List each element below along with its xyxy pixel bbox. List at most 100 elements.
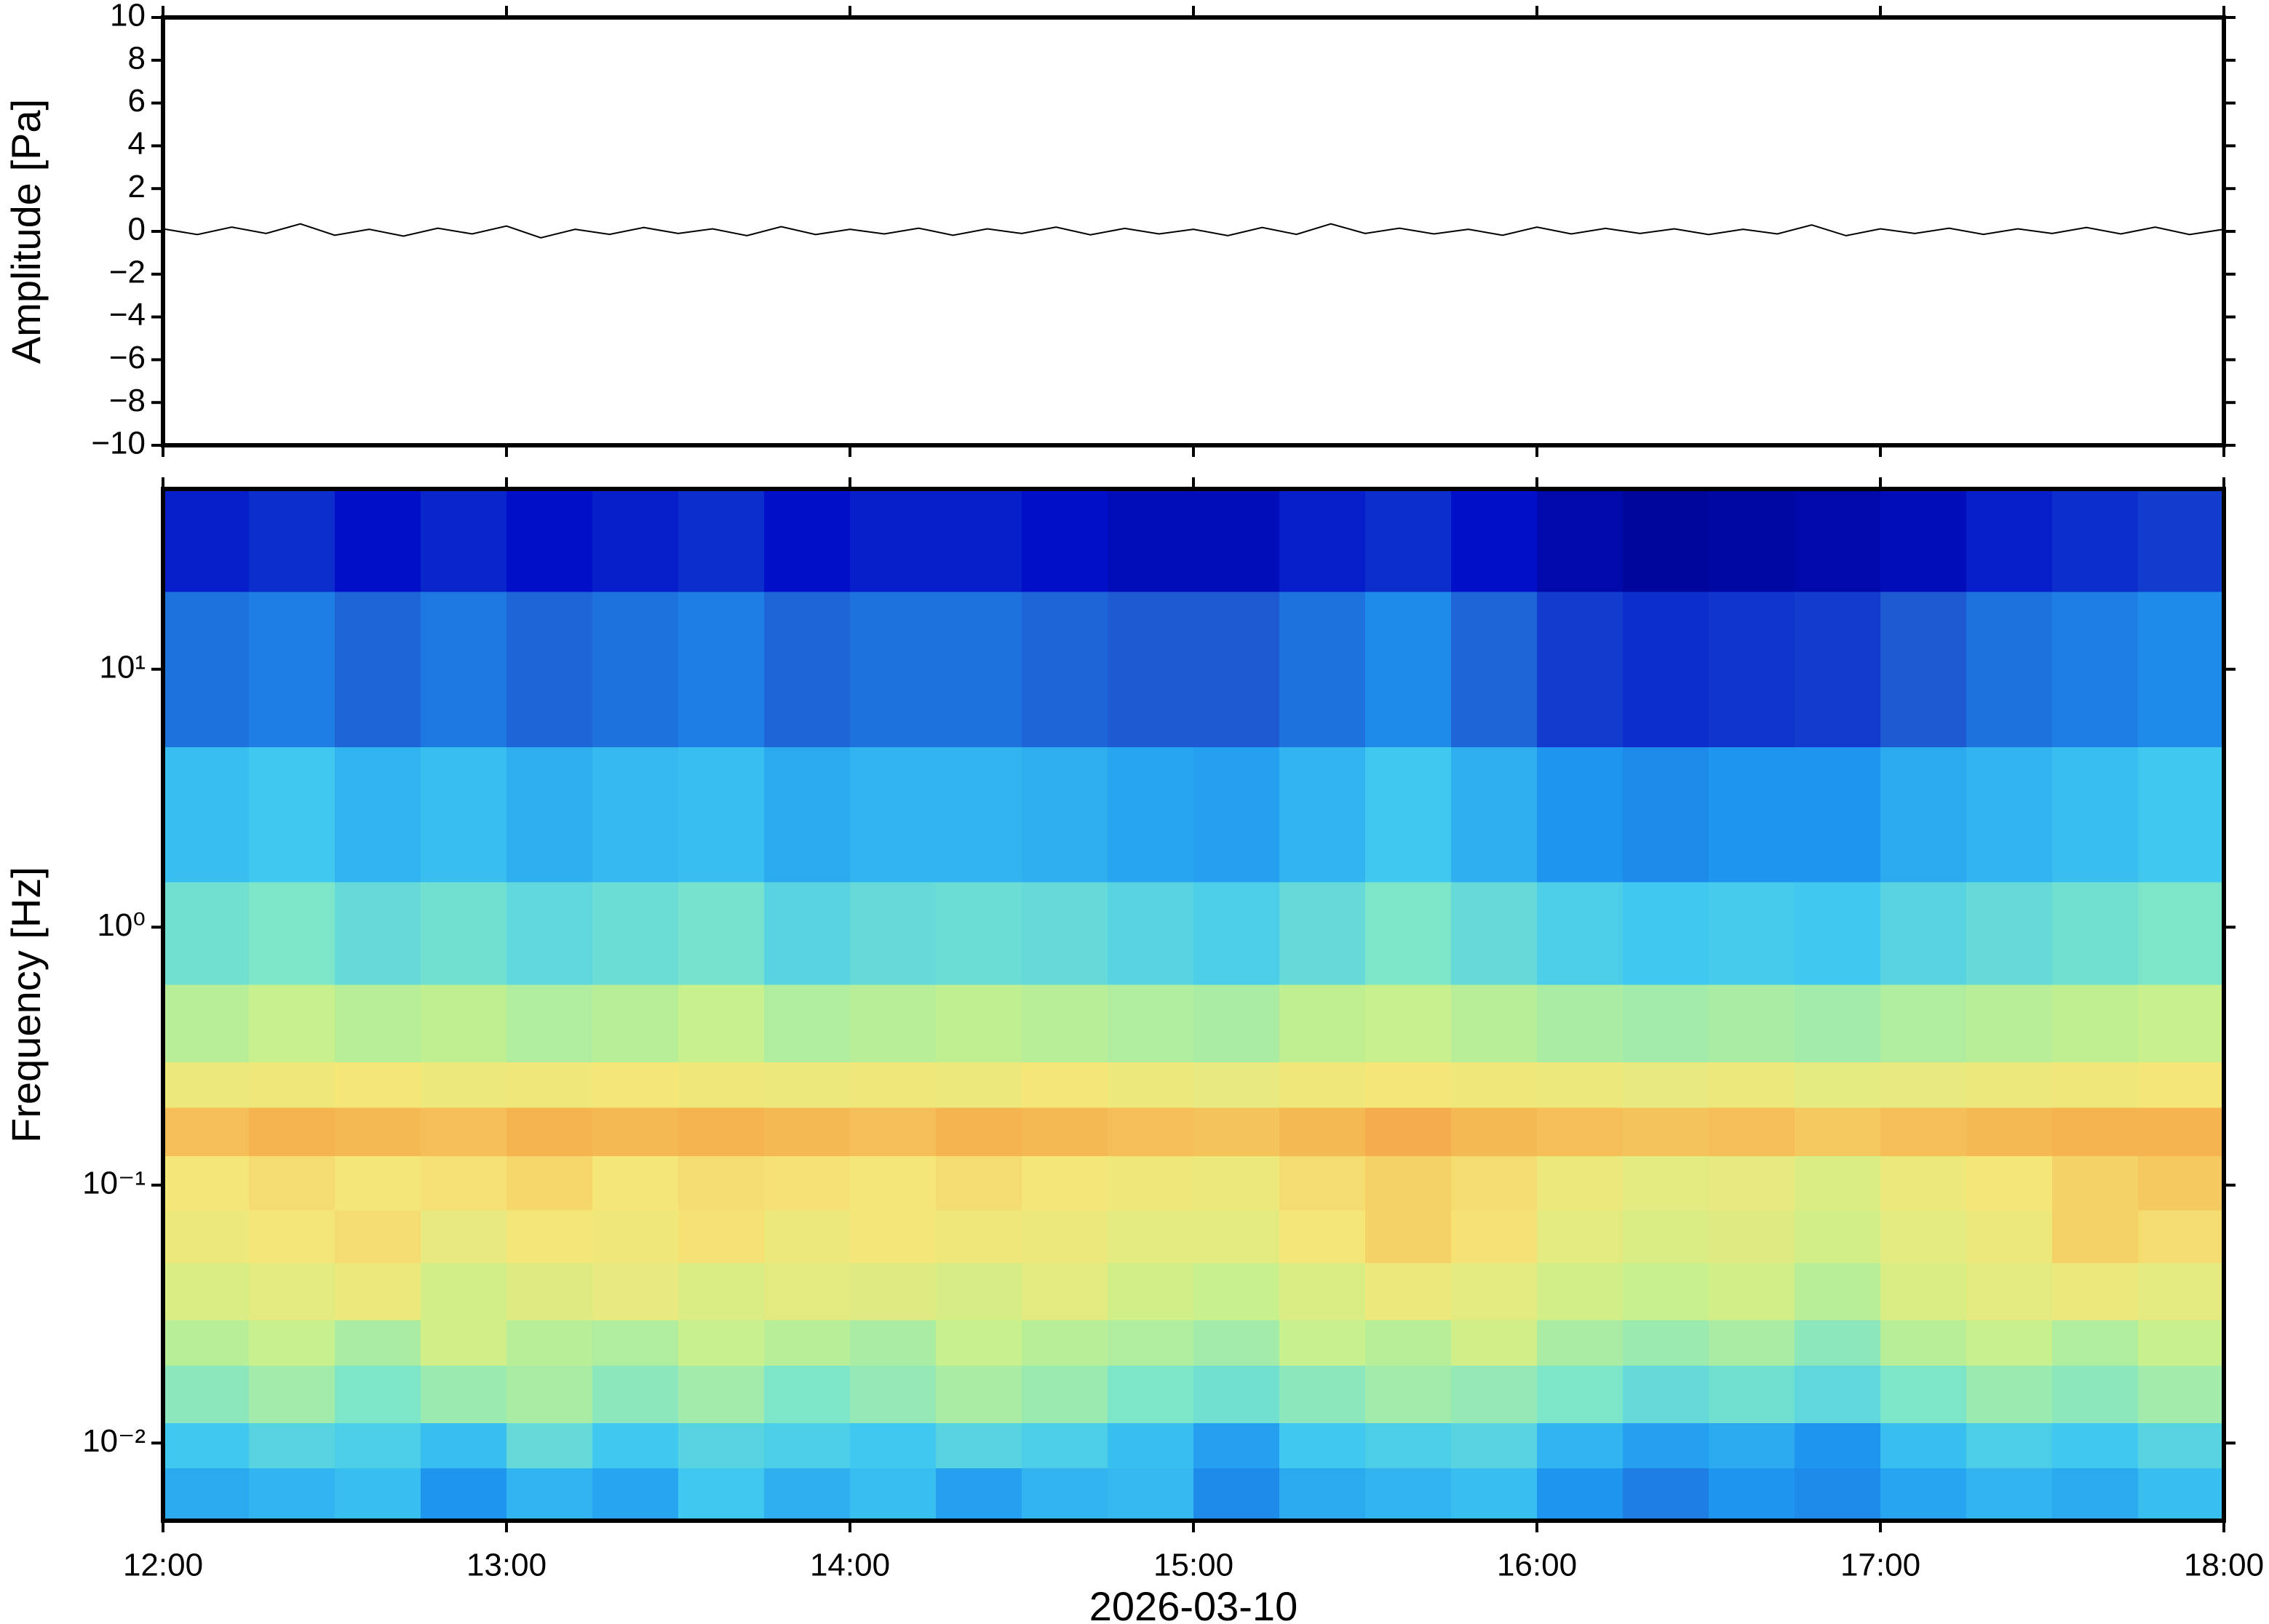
x-axis-title: 2026-03-10: [1089, 1583, 1298, 1624]
spectrogram-cell: [764, 1155, 851, 1211]
spectrogram-cell: [1022, 1262, 1108, 1321]
spectrogram-cell: [2052, 489, 2139, 592]
spectrogram-cell: [936, 489, 1022, 592]
spectrogram-cell: [2052, 1468, 2139, 1521]
spectrogram-cell: [850, 1422, 937, 1469]
spectrogram-cell: [335, 1320, 421, 1366]
spectrogram-cell: [592, 1365, 679, 1423]
spectrogram-cell: [1279, 1468, 1366, 1521]
spectrogram-cell: [1795, 1210, 1881, 1264]
spectrogram-cell: [850, 881, 937, 985]
x-tick-label: 16:00: [1497, 1548, 1577, 1583]
spectrogram-cell: [1966, 1365, 2053, 1423]
spectrogram-cell: [764, 1107, 851, 1156]
spectrogram-cell: [1365, 881, 1452, 985]
y-tick-label: 10⁻²: [82, 1423, 146, 1459]
spectrogram-cell: [1880, 1365, 1967, 1423]
y-tick-label: 4: [128, 126, 146, 162]
spectrogram-cell: [2052, 1155, 2139, 1211]
spectrogram-cell: [1108, 1107, 1194, 1156]
spectrogram-cell: [1365, 1210, 1452, 1264]
spectrogram-cell: [592, 1210, 679, 1264]
spectrogram-cell: [1623, 1107, 1709, 1156]
spectrogram-cell: [1279, 1107, 1366, 1156]
spectrogram-cell: [2138, 1365, 2225, 1423]
spectrogram-cell: [1709, 881, 1795, 985]
spectrogram-cell: [335, 592, 421, 748]
spectrogram-cell: [2052, 1062, 2139, 1108]
spectrogram-cell: [1451, 1422, 1538, 1469]
spectrogram-cell: [163, 592, 250, 748]
spectrogram-cell: [1537, 984, 1624, 1063]
waveform-line: [162, 223, 2225, 239]
spectrogram-cell: [678, 1062, 765, 1108]
spectrogram-cell: [1365, 1320, 1452, 1366]
spectrogram-cell: [1193, 1107, 1280, 1156]
spectrogram-cell: [1880, 592, 1967, 748]
spectrogram-cell: [1193, 1210, 1280, 1264]
spectrogram-cell: [936, 1262, 1022, 1321]
spectrogram-cell: [1108, 1062, 1194, 1108]
x-tick-label: 13:00: [466, 1548, 547, 1583]
spectrogram-cell: [1709, 489, 1795, 592]
spectrogram-cell: [163, 1107, 250, 1156]
spectrogram-cell: [506, 1262, 593, 1321]
spectrogram-cell: [764, 984, 851, 1063]
spectrogram-cell: [421, 1468, 507, 1521]
spectrogram-cell: [1451, 1155, 1538, 1211]
spectrogram-cell: [1537, 1468, 1624, 1521]
spectrogram-cell: [1108, 489, 1194, 592]
spectrogram-cell: [1193, 984, 1280, 1063]
spectrogram-cells: [163, 489, 2225, 1521]
spectrogram-cell: [249, 984, 335, 1063]
x-tick-label: 15:00: [1153, 1548, 1233, 1583]
spectrogram-cell: [1709, 1422, 1795, 1469]
spectrogram-cell: [163, 1210, 250, 1264]
spectrogram-cell: [1193, 1365, 1280, 1423]
spectrogram-cell: [1623, 592, 1709, 748]
spectrogram-cell: [1365, 1468, 1452, 1521]
spectrogram-cell: [936, 747, 1022, 883]
spectrogram-cell: [2138, 1062, 2225, 1108]
spectrogram-cell: [850, 984, 937, 1063]
spectrogram-cell: [1880, 489, 1967, 592]
spectrogram-cell: [1451, 747, 1538, 883]
spectrogram-cell: [1966, 1468, 2053, 1521]
spectrogram-cell: [1108, 1320, 1194, 1366]
spectrogram-cell: [936, 881, 1022, 985]
spectrogram-cell: [335, 489, 421, 592]
spectrogram-cell: [163, 747, 250, 883]
spectrogram-cell: [249, 1262, 335, 1321]
spectrogram-cell: [1022, 1468, 1108, 1521]
spectrogram-cell: [1365, 1107, 1452, 1156]
spectrogram-cell: [506, 1107, 593, 1156]
spectrogram-cell: [1709, 1365, 1795, 1423]
spectrogram-cell: [1279, 1320, 1366, 1366]
spectrogram-cell: [1709, 1320, 1795, 1366]
spectrogram-cell: [1709, 1468, 1795, 1521]
y-tick-label: 10⁰: [97, 907, 146, 943]
spectrogram-cell: [764, 1422, 851, 1469]
y-axis-title: Amplitude [Pa]: [3, 99, 49, 364]
spectrogram-cell: [1880, 1107, 1967, 1156]
spectrogram-cell: [936, 592, 1022, 748]
spectrogram-cell: [249, 1107, 335, 1156]
spectrogram-cell: [506, 1320, 593, 1366]
spectrogram-cell: [1365, 1262, 1452, 1321]
spectrogram-cell: [1365, 1155, 1452, 1211]
spectrogram-cell: [1623, 1468, 1709, 1521]
spectrogram-cell: [1279, 1365, 1366, 1423]
spectrogram-cell: [1966, 1155, 2053, 1211]
spectrogram-cell: [335, 1365, 421, 1423]
spectrogram-cell: [2052, 1210, 2139, 1264]
spectrogram-cell: [678, 1107, 765, 1156]
spectrogram-cell: [1365, 1062, 1452, 1108]
spectrogram-cell: [1022, 592, 1108, 748]
spectrogram-cell: [1880, 1155, 1967, 1211]
spectrogram-cell: [1108, 984, 1194, 1063]
spectrogram-cell: [1022, 1422, 1108, 1469]
y-tick-label: 2: [128, 169, 146, 204]
spectrogram-cell: [1795, 1468, 1881, 1521]
spectrogram-cell: [592, 747, 679, 883]
spectrogram-cell: [163, 489, 250, 592]
